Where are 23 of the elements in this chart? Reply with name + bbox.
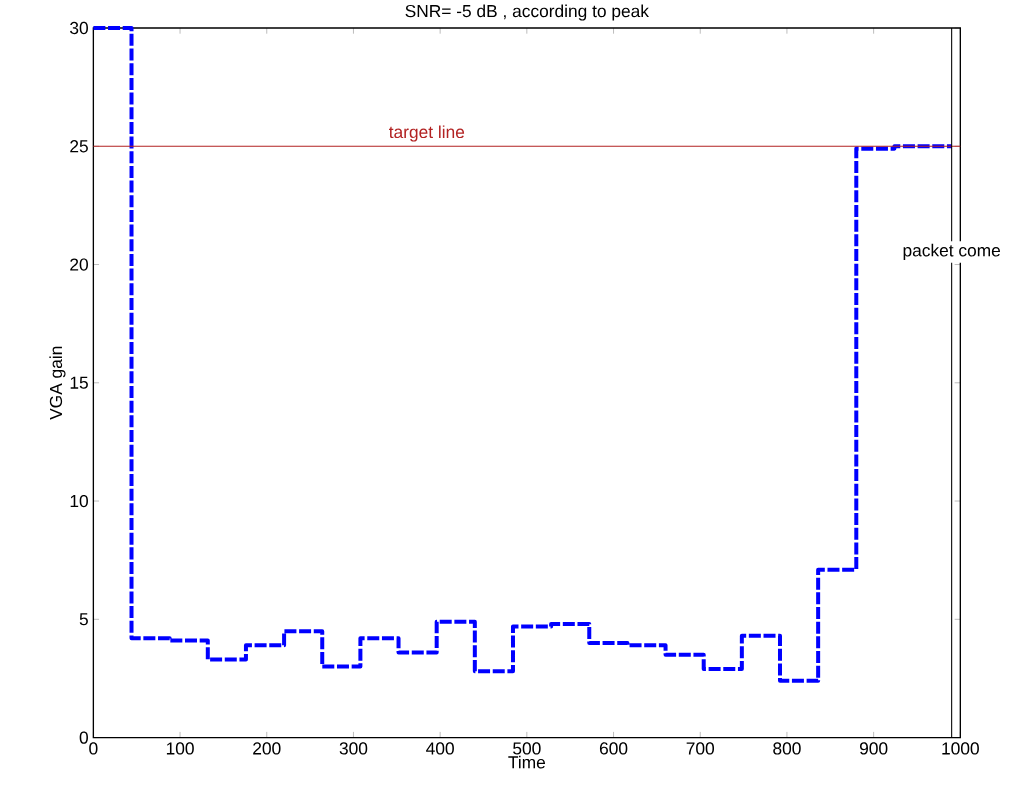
x-tick-label: 400 bbox=[426, 742, 454, 755]
x-axis-title: Time bbox=[508, 755, 546, 769]
x-tick-label: 600 bbox=[599, 742, 628, 755]
y-tick-label: 0 bbox=[79, 731, 88, 744]
x-tick-label: 100 bbox=[166, 742, 194, 755]
ref-line-label: packet come bbox=[903, 244, 1001, 261]
x-tick-label: 700 bbox=[686, 742, 715, 755]
y-tick-label: 5 bbox=[79, 613, 88, 626]
ref-line-label: target line bbox=[389, 125, 465, 142]
y-tick-label: 30 bbox=[70, 22, 88, 35]
x-tick-label: 900 bbox=[859, 742, 888, 755]
x-tick-label: 500 bbox=[513, 742, 541, 755]
y-tick-label: 10 bbox=[70, 495, 88, 508]
x-tick-label: 800 bbox=[773, 742, 801, 755]
y-axis-title: VGA gain bbox=[49, 347, 66, 421]
x-tick-label: 300 bbox=[339, 742, 368, 755]
x-tick-label: 1000 bbox=[942, 742, 979, 755]
chart-title: SNR= -5 dB , according to peak bbox=[405, 4, 649, 21]
x-tick-label: 200 bbox=[253, 742, 281, 755]
y-tick-label: 20 bbox=[70, 258, 88, 271]
y-tick-label: 25 bbox=[70, 140, 88, 153]
x-tick-label: 0 bbox=[89, 742, 98, 755]
y-tick-label: 15 bbox=[70, 376, 88, 390]
